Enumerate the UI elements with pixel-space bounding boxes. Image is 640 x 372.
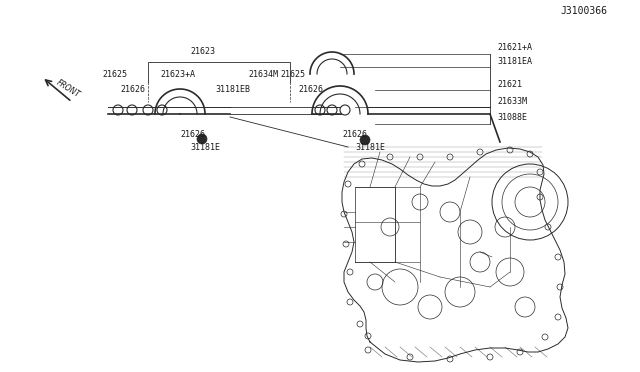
Circle shape bbox=[347, 269, 353, 275]
Circle shape bbox=[347, 299, 353, 305]
Circle shape bbox=[143, 105, 153, 115]
Text: 21623+A: 21623+A bbox=[160, 70, 195, 79]
Circle shape bbox=[340, 105, 350, 115]
Text: 21634M: 21634M bbox=[248, 70, 278, 79]
Circle shape bbox=[113, 105, 123, 115]
Text: 21623: 21623 bbox=[190, 47, 215, 56]
Circle shape bbox=[447, 154, 453, 160]
Circle shape bbox=[360, 135, 370, 145]
Circle shape bbox=[487, 354, 493, 360]
Circle shape bbox=[555, 254, 561, 260]
Text: 31181E: 31181E bbox=[355, 143, 385, 152]
Circle shape bbox=[357, 321, 363, 327]
Circle shape bbox=[365, 347, 371, 353]
Circle shape bbox=[327, 105, 337, 115]
Text: 21625: 21625 bbox=[280, 70, 305, 79]
Circle shape bbox=[127, 105, 137, 115]
Text: 31181EB: 31181EB bbox=[215, 85, 250, 94]
Text: 31088E: 31088E bbox=[497, 113, 527, 122]
Circle shape bbox=[387, 154, 393, 160]
Circle shape bbox=[341, 211, 347, 217]
Circle shape bbox=[359, 161, 365, 167]
Circle shape bbox=[555, 314, 561, 320]
Circle shape bbox=[537, 169, 543, 175]
Text: J3100366: J3100366 bbox=[560, 6, 607, 16]
Circle shape bbox=[365, 333, 371, 339]
Circle shape bbox=[557, 284, 563, 290]
Circle shape bbox=[315, 105, 325, 115]
Circle shape bbox=[477, 149, 483, 155]
Circle shape bbox=[407, 354, 413, 360]
Text: 21625: 21625 bbox=[102, 70, 127, 79]
Text: 31181E: 31181E bbox=[190, 143, 220, 152]
Circle shape bbox=[542, 334, 548, 340]
Circle shape bbox=[417, 154, 423, 160]
Circle shape bbox=[545, 224, 551, 230]
Text: FRONT: FRONT bbox=[55, 78, 82, 99]
Circle shape bbox=[343, 241, 349, 247]
Text: 21626: 21626 bbox=[120, 85, 145, 94]
Text: 21621: 21621 bbox=[497, 80, 522, 89]
Text: 21626: 21626 bbox=[180, 130, 205, 139]
Text: 21626: 21626 bbox=[342, 130, 367, 139]
Circle shape bbox=[197, 134, 207, 144]
Circle shape bbox=[527, 151, 533, 157]
Text: 21633M: 21633M bbox=[497, 97, 527, 106]
Circle shape bbox=[507, 147, 513, 153]
Circle shape bbox=[537, 194, 543, 200]
Circle shape bbox=[517, 349, 523, 355]
Circle shape bbox=[447, 356, 453, 362]
Circle shape bbox=[157, 105, 167, 115]
Text: 31181EA: 31181EA bbox=[497, 57, 532, 66]
Text: 21621+A: 21621+A bbox=[497, 43, 532, 52]
Text: 21626: 21626 bbox=[298, 85, 323, 94]
Circle shape bbox=[345, 181, 351, 187]
